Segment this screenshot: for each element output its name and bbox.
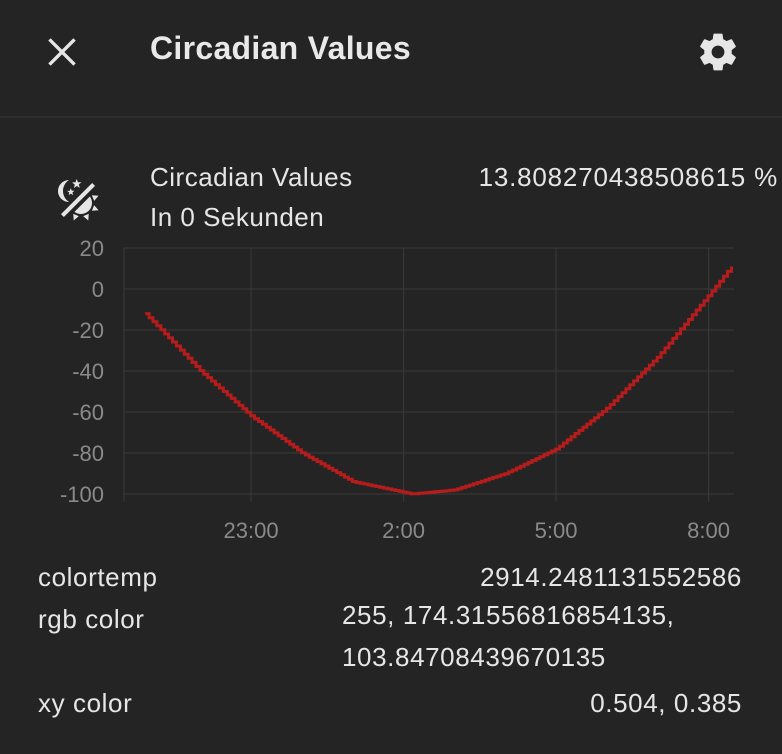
attribute-label: xy color xyxy=(38,688,133,718)
attribute-value-line: 103.84708439670135 xyxy=(342,642,606,672)
close-icon xyxy=(48,38,76,66)
attribute-row-xy-color: xy color 0.504, 0.385 xyxy=(38,688,742,728)
entity-last-changed: In 0 Sekunden xyxy=(150,202,325,232)
y-tick-label: -20 xyxy=(72,318,104,343)
attribute-label: rgb color xyxy=(38,604,145,634)
attribute-value: 255, 174.31556816854135, 103.84708439670… xyxy=(342,594,675,678)
y-tick-label: -60 xyxy=(72,400,104,425)
entity-name: Circadian Values xyxy=(150,162,353,192)
y-tick-label: 0 xyxy=(92,277,104,302)
dialog-title: Circadian Values xyxy=(150,30,411,66)
x-tick-label: 23:00 xyxy=(224,518,279,543)
dialog-header: Circadian Values xyxy=(0,0,782,110)
attribute-row-rgb-color: rgb color 255, 174.31556816854135, 103.8… xyxy=(38,600,742,688)
y-tick-label: 20 xyxy=(80,236,104,261)
attribute-row-colortemp: colortemp 2914.2481131552586 xyxy=(38,562,742,602)
series-line xyxy=(145,266,733,496)
y-tick-label: -80 xyxy=(72,441,104,466)
x-tick-label: 8:00 xyxy=(687,518,730,543)
gear-icon xyxy=(700,33,736,71)
attribute-label: colortemp xyxy=(38,562,158,592)
attribute-value: 2914.2481131552586 xyxy=(480,562,742,592)
y-tick-label: -40 xyxy=(72,359,104,384)
history-chart[interactable]: 20 0 -20 -40 -60 -80 -100 23:00 2:00 5:00 8:00 xyxy=(0,236,782,546)
attribute-value-line: 255, 174.31556816854135, xyxy=(342,600,675,630)
x-tick-label: 2:00 xyxy=(382,518,425,543)
close-button[interactable] xyxy=(30,20,94,84)
attribute-value: 0.504, 0.385 xyxy=(590,688,742,718)
y-tick-label: -100 xyxy=(60,482,104,507)
header-divider xyxy=(0,116,782,118)
entity-state: 13.808270438508615 % xyxy=(478,162,778,192)
settings-button[interactable] xyxy=(686,20,750,84)
theme-light-dark-icon xyxy=(58,178,99,221)
x-tick-label: 5:00 xyxy=(535,518,578,543)
